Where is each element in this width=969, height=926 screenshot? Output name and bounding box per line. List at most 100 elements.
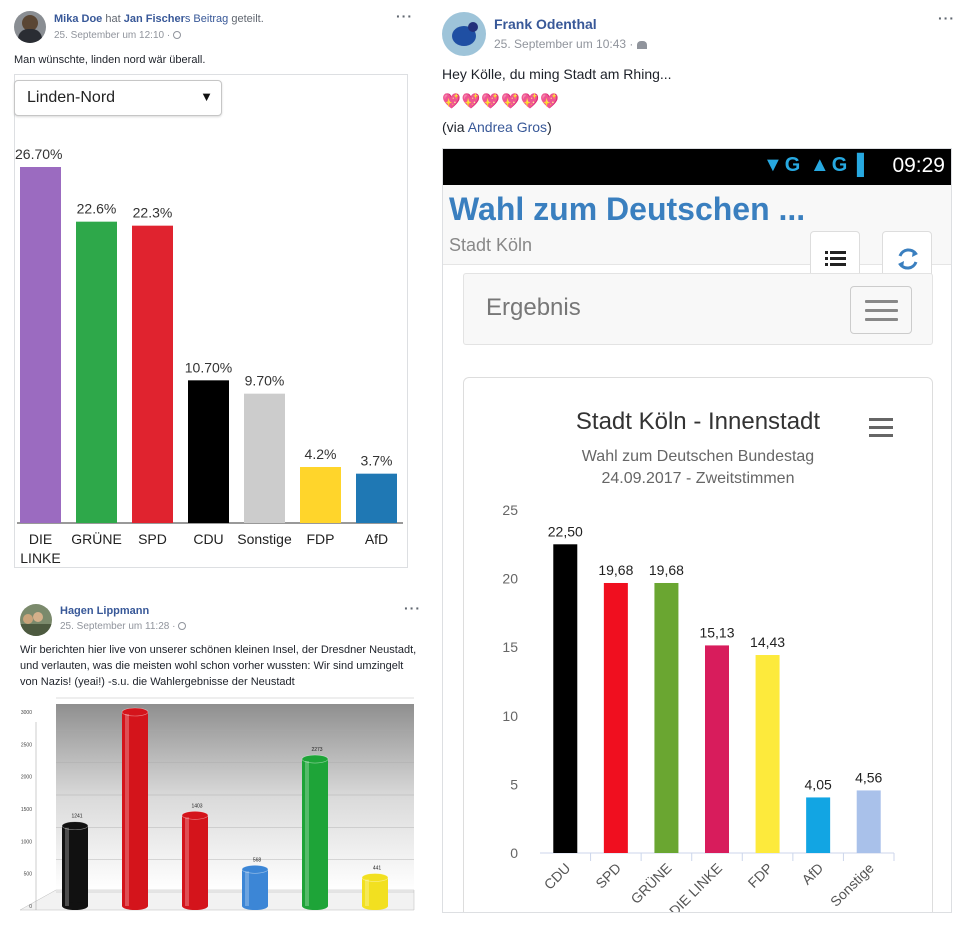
- chart3-bar-highlight: [365, 879, 369, 906]
- post1-shared-suffix[interactable]: s Beitrag: [184, 13, 229, 25]
- chart3-bar-bottom: [302, 902, 328, 910]
- post2-chart-card: 0 500 1000 1500 2000 2500 3000 1241 1403 568 2273 4…: [20, 694, 416, 912]
- results-label: Ergebnis: [486, 294, 581, 321]
- post1-more-button[interactable]: ···: [396, 8, 413, 24]
- post2-message: Wir berichten hier live von unserer schö…: [20, 644, 417, 688]
- chart1-data-label: 22.6%: [77, 201, 117, 217]
- post1-chart-card: 26.70% DIE LINKE 22.6% GRÜNE 22.3% SPD 10.70% CD…: [14, 74, 408, 568]
- chart1: 26.70% DIE LINKE 22.6% GRÜNE 22.3% SPD 10.70% CD…: [15, 146, 403, 566]
- chart3-y-tick: 0: [29, 904, 32, 910]
- chart-subtitle-line2: 24.09.2017 - Zweitstimmen: [601, 470, 795, 487]
- chart1-bar: [76, 221, 117, 523]
- app-title: Wahl zum Deutschen ...: [449, 191, 806, 227]
- post2-timestamp-text: 25. September um 11:28 ·: [60, 621, 176, 632]
- menu-toggle-button[interactable]: [850, 286, 912, 334]
- post3-timestamp[interactable]: 25. September um 10:43 ·: [494, 37, 647, 51]
- chart-menu-button[interactable]: [869, 418, 893, 438]
- post2-more-button[interactable]: ···: [404, 600, 421, 616]
- post1-message: Man wünschte, linden nord wär überall.: [14, 54, 206, 66]
- chart1-bar: [188, 380, 229, 523]
- via-prefix: (via: [442, 119, 468, 135]
- chart3-bar-highlight: [185, 817, 189, 906]
- globe-icon: [172, 31, 181, 39]
- chart3-data-label: 1241: [71, 814, 82, 820]
- chart3-bar: [122, 712, 148, 906]
- avatar-frank[interactable]: [442, 12, 486, 56]
- chart3-bar-bottom: [242, 902, 268, 910]
- chart3-y-tick: 2000: [21, 775, 32, 781]
- chart3-bar-cap: [61, 821, 89, 831]
- chart2-category-label: Sonstige: [827, 860, 877, 910]
- phone-time: 09:29: [892, 154, 945, 177]
- chart1-data-label: 10.70%: [185, 359, 232, 375]
- chart1-bar: [20, 167, 61, 523]
- post1-author-line: Mika Doe hat Jan Fischers Beitrag geteil…: [54, 13, 264, 25]
- chart3-y-tick: 500: [24, 872, 33, 878]
- post1-timestamp[interactable]: 25. September um 12:10 ·: [54, 30, 181, 41]
- chart3-bar: [242, 869, 268, 906]
- chart2-data-label: 4,56: [855, 769, 882, 785]
- chart3-bar-cap: [301, 754, 329, 764]
- post1-shared-from-link[interactable]: Jan Fischer: [123, 13, 185, 25]
- app-subtitle: Stadt Köln: [449, 235, 533, 255]
- chevron-down-icon: ▼: [200, 89, 213, 104]
- chart2-y-tick: 15: [502, 639, 518, 655]
- post2-timestamp[interactable]: 25. September um 11:28 ·: [60, 621, 187, 632]
- chart3-y-tick: 3000: [21, 710, 32, 716]
- chart3-data-label: 441: [373, 865, 382, 871]
- globe-icon: [178, 622, 187, 630]
- chart2-y-tick: 20: [502, 571, 518, 587]
- chart2-bar: [553, 544, 578, 853]
- chart1-category-label: FDP: [307, 531, 335, 547]
- chart3-bar: [362, 877, 388, 906]
- post3-timestamp-text: 25. September um 10:43 ·: [494, 37, 634, 51]
- district-select[interactable]: Linden-Nord ▼: [14, 80, 222, 116]
- chart2-data-label: 14,43: [750, 634, 785, 650]
- avatar-mika[interactable]: [14, 11, 46, 43]
- post1-author-link[interactable]: Mika Doe: [54, 13, 103, 25]
- chart1-category-label: Sonstige: [237, 531, 292, 547]
- hamburger-line: [869, 426, 893, 429]
- post1-timestamp-text: 25. September um 12:10 ·: [54, 30, 171, 41]
- chart3-y-tick: 1000: [21, 839, 32, 845]
- results-navbar: Ergebnis: [463, 273, 933, 345]
- post1-verb: hat: [105, 13, 121, 25]
- chart2-data-label: 22,50: [548, 523, 583, 539]
- chart3-bar-highlight: [125, 714, 129, 906]
- chart3-bar-cap: [361, 873, 389, 882]
- phone-app-bar: Wahl zum Deutschen ... Stadt Köln: [443, 185, 951, 285]
- chart3-bar-cap: [121, 707, 149, 717]
- chart2-bar: [856, 790, 881, 853]
- chart2-bar: [603, 582, 628, 853]
- chart3-data-label: 1403: [191, 803, 202, 809]
- post3-more-button[interactable]: ···: [938, 10, 955, 26]
- chart2-y-tick: 5: [510, 776, 518, 792]
- district-select-value: Linden-Nord: [27, 89, 116, 106]
- chart2-data-label: 19,68: [598, 562, 633, 578]
- chart2-y-tick: 0: [510, 845, 518, 861]
- chart3-bar-highlight: [305, 761, 309, 906]
- chart1-bar: [132, 225, 173, 523]
- chart1-data-label: 22.3%: [133, 205, 173, 221]
- chart1-bar: [300, 467, 341, 523]
- hearts-emoji-row: 💖💖💖💖💖💖: [442, 93, 561, 110]
- post3-author-link[interactable]: Frank Odenthal: [494, 16, 597, 32]
- avatar-hagen[interactable]: [20, 604, 52, 636]
- chart3-y-tick: 1500: [21, 807, 32, 813]
- chart2-category-label: AfD: [798, 860, 826, 888]
- chart3-bar-cap: [241, 864, 269, 874]
- chart2-data-label: 15,13: [699, 624, 734, 640]
- chart2: 0 5 10 15 20 25 22,50 CDU 19,68 SPD 19,68 GRÜNE 15,1…: [502, 502, 895, 912]
- post3-message: Hey Kölle, du ming Stadt am Rhing...: [442, 66, 672, 82]
- chart-title: Stadt Köln - Innenstadt: [575, 408, 821, 435]
- post2-author-link[interactable]: Hagen Lippmann: [60, 605, 150, 617]
- chart1-category-label: AfD: [365, 531, 388, 547]
- hamburger-line: [869, 418, 893, 421]
- via-suffix: ): [547, 119, 552, 135]
- chart1-data-label: 4.2%: [305, 446, 337, 462]
- refresh-icon: [898, 248, 918, 270]
- chart3-bar-bottom: [362, 902, 388, 910]
- chart1-category-label: LINKE: [20, 550, 60, 566]
- via-name-link[interactable]: Andrea Gros: [467, 119, 548, 135]
- chart3-backwall: [56, 704, 414, 890]
